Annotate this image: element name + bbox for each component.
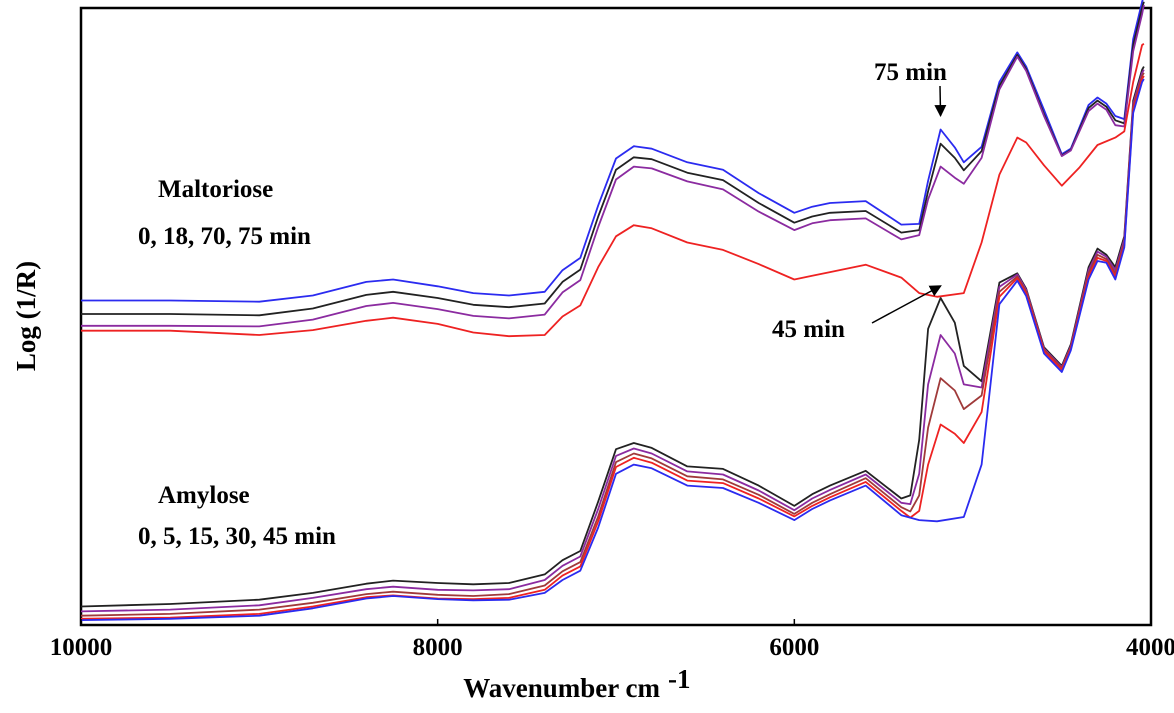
annotation-layer: Maltoriose 0, 18, 70, 75 min 75 min Amylose… xyxy=(138,59,947,550)
peak-annotation-arrow xyxy=(934,85,947,118)
series-layer xyxy=(80,0,1145,621)
peak-annotation-arrow xyxy=(871,285,942,324)
series-line-group1-2 xyxy=(81,1,1145,317)
series-line-group1-3 xyxy=(81,4,1145,328)
x-tick-label: 6000 xyxy=(769,634,819,661)
series-line-group2-5 xyxy=(80,78,1145,621)
group-label-times: 0, 5, 15, 30, 45 min xyxy=(138,523,336,550)
plot-frame xyxy=(79,6,1153,627)
group-label-name: Amylose xyxy=(158,482,250,509)
x-axis-label-superscript: -1 xyxy=(668,664,691,694)
group-label-name: Maltoriose xyxy=(158,176,273,203)
peak-annotation-label: 75 min xyxy=(874,59,947,86)
tick-layer: 10000 8000 6000 4000 xyxy=(50,619,1174,661)
x-tick-label: 4000 xyxy=(1126,634,1174,661)
x-tick-label: 10000 xyxy=(50,634,113,661)
x-tick-label: 8000 xyxy=(413,634,463,661)
x-axis-label: Wavenumber cm xyxy=(463,673,660,703)
series-line-group1-1 xyxy=(81,0,1144,303)
peak-annotation-label: 45 min xyxy=(772,316,845,343)
y-axis-label: Log (1/R) xyxy=(11,261,41,371)
group-label-times: 0, 18, 70, 75 min xyxy=(138,223,311,250)
series-line-group1-4 xyxy=(81,43,1145,338)
